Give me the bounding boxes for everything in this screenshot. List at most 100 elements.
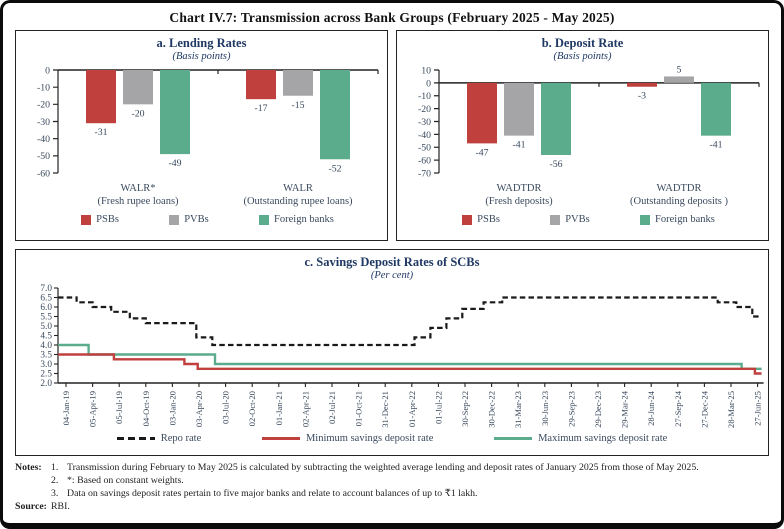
svg-text:-50: -50 (36, 151, 49, 162)
svg-text:10: 10 (421, 65, 431, 76)
note-number: 1. (51, 462, 59, 473)
legend-label: Maximum savings deposit rate (538, 433, 668, 444)
lending-legend: PSBs PVBs Foreign banks (56, 214, 359, 225)
note-item: Notes: 1. Transmission during February t… (15, 462, 769, 475)
note-text: Data on savings deposit rates pertain to… (67, 487, 478, 499)
svg-text:27-Jun-25: 27-Jun-25 (753, 391, 763, 426)
savings-legend: Repo rate Minimum savings deposit rate M… (56, 433, 728, 444)
panel-savings-deposit-rates: c. Savings Deposit Rates of SCBs (Per ce… (15, 249, 769, 456)
panel-savings-subtitle: (Per cent) (370, 270, 414, 281)
legend-item-psbs: PSBs (81, 214, 119, 225)
svg-text:27-Sep-24: 27-Sep-24 (673, 390, 683, 427)
svg-text:-52: -52 (328, 163, 341, 174)
source-text: RBI. (51, 500, 70, 512)
panel-lending-rates: a. Lending Rates (Basis points) 0 -10 -20 -… (15, 30, 388, 241)
svg-text:WADTDR: WADTDR (496, 183, 541, 194)
svg-text:7.0: 7.0 (40, 284, 52, 294)
note-number: 3. (51, 487, 59, 499)
lending-bar-chart-svg: 0 -10 -20 -30 -40 -50 -60 -31 -20 -49 WALR* (Fresh … (36, 65, 379, 207)
svg-text:02-Jul-21: 02-Jul-21 (327, 391, 337, 424)
svg-text:-10: -10 (36, 83, 49, 94)
svg-text:5.5: 5.5 (40, 313, 52, 323)
svg-text:29-Dec-23: 29-Dec-23 (593, 391, 603, 428)
legend-item-foreign-banks: Foreign banks (640, 214, 715, 225)
svg-text:WADTDR: WADTDR (656, 183, 701, 194)
note-item: 2. *: Based on constant weights. (15, 475, 769, 488)
svg-text:-30: -30 (36, 117, 49, 128)
svg-text:WALR: WALR (283, 183, 313, 194)
svg-text:-70: -70 (417, 168, 430, 179)
svg-text:3.5: 3.5 (40, 351, 52, 361)
note-text: Transmission during February to May 2025… (67, 462, 699, 473)
svg-text:(Fresh deposits): (Fresh deposits) (485, 196, 553, 207)
svg-text:4.5: 4.5 (40, 332, 52, 342)
psbs-swatch-icon (462, 214, 473, 225)
svg-text:6.5: 6.5 (40, 294, 52, 304)
legend-item-min-savings: Minimum savings deposit rate (261, 433, 434, 444)
svg-text:-56: -56 (549, 159, 562, 170)
legend-label: PSBs (477, 214, 500, 225)
svg-text:05-Apr-19: 05-Apr-19 (88, 391, 98, 427)
svg-text:-60: -60 (36, 168, 49, 179)
legend-label: Minimum savings deposit rate (305, 433, 434, 444)
svg-text:2.5: 2.5 (40, 370, 52, 380)
legend-label: Foreign banks (274, 214, 334, 225)
min-savings-line-icon (261, 437, 300, 440)
legend-label: Foreign banks (655, 214, 715, 225)
panel-lending-subtitle: (Basis points) (172, 51, 231, 62)
panel-deposit-rate: b. Deposit Rate (Basis points) 10 0 -10 -20… (396, 30, 769, 241)
bar-panels-row: a. Lending Rates (Basis points) 0 -10 -20 -… (15, 30, 769, 241)
svg-text:05-Jul-19: 05-Jul-19 (114, 391, 124, 424)
legend-item-psbs: PSBs (462, 214, 500, 225)
svg-text:-30: -30 (417, 117, 430, 128)
svg-text:03-Jan-20: 03-Jan-20 (167, 391, 177, 425)
svg-text:29-Mar-24: 29-Mar-24 (620, 390, 630, 428)
svg-text:-3: -3 (637, 91, 645, 102)
svg-text:01-Jul-22: 01-Jul-22 (433, 391, 443, 424)
svg-text:0: 0 (426, 78, 431, 89)
svg-text:30-Sep-22: 30-Sep-22 (460, 391, 470, 427)
notes-label: Notes: (15, 462, 42, 473)
svg-text:2.0: 2.0 (40, 379, 52, 389)
deposit-legend: PSBs PVBs Foreign banks (437, 214, 740, 225)
svg-text:04-Oct-19: 04-Oct-19 (141, 391, 151, 426)
svg-text:6.0: 6.0 (40, 303, 52, 313)
svg-text:-60: -60 (417, 156, 430, 167)
svg-text:-20: -20 (131, 108, 144, 119)
svg-text:-17: -17 (254, 103, 267, 114)
svg-text:29-Sep-23: 29-Sep-23 (566, 391, 576, 427)
svg-text:30-Dec-22: 30-Dec-22 (487, 391, 497, 428)
foreign-banks-swatch-icon (259, 214, 270, 225)
panel-lending-heading: a. Lending Rates (156, 36, 247, 50)
psbs-swatch-icon (81, 214, 92, 225)
svg-text:02-Oct-20: 02-Oct-20 (247, 391, 257, 426)
panel-savings-heading: c. Savings Deposit Rates of SCBs (304, 255, 480, 269)
legend-item-max-savings: Maximum savings deposit rate (494, 433, 667, 444)
source-label: Source: (15, 500, 47, 512)
legend-label: PVBs (565, 214, 590, 225)
svg-text:-50: -50 (417, 143, 430, 154)
svg-text:4.0: 4.0 (40, 341, 52, 351)
svg-text:02-Apr-21: 02-Apr-21 (300, 391, 310, 427)
source-row: Source: RBI. (15, 501, 769, 514)
svg-text:5: 5 (676, 64, 681, 75)
svg-text:(Fresh rupee loans): (Fresh rupee loans) (97, 196, 179, 207)
max-savings-line-icon (494, 437, 533, 440)
repo-rate-line-icon (116, 437, 155, 440)
svg-text:-40: -40 (417, 130, 430, 141)
legend-label: Repo rate (160, 433, 202, 444)
svg-text:04-Jan-19: 04-Jan-19 (61, 391, 71, 425)
legend-item-pvbs: PVBs (550, 214, 590, 225)
svg-text:31-Dec-21: 31-Dec-21 (380, 391, 390, 428)
foreign-banks-swatch-icon (640, 214, 651, 225)
svg-text:3.0: 3.0 (40, 360, 52, 370)
svg-text:-15: -15 (291, 100, 304, 111)
svg-text:03-Apr-20: 03-Apr-20 (194, 391, 204, 427)
notes: Notes: 1. Transmission during February t… (15, 462, 769, 514)
note-text: *: Based on constant weights. (67, 474, 184, 486)
chart-title: Chart IV.7: Transmission across Bank Gro… (169, 10, 615, 25)
svg-text:-47: -47 (475, 147, 488, 158)
svg-text:28-Jun-24: 28-Jun-24 (646, 390, 656, 426)
svg-text:5.0: 5.0 (40, 322, 52, 332)
